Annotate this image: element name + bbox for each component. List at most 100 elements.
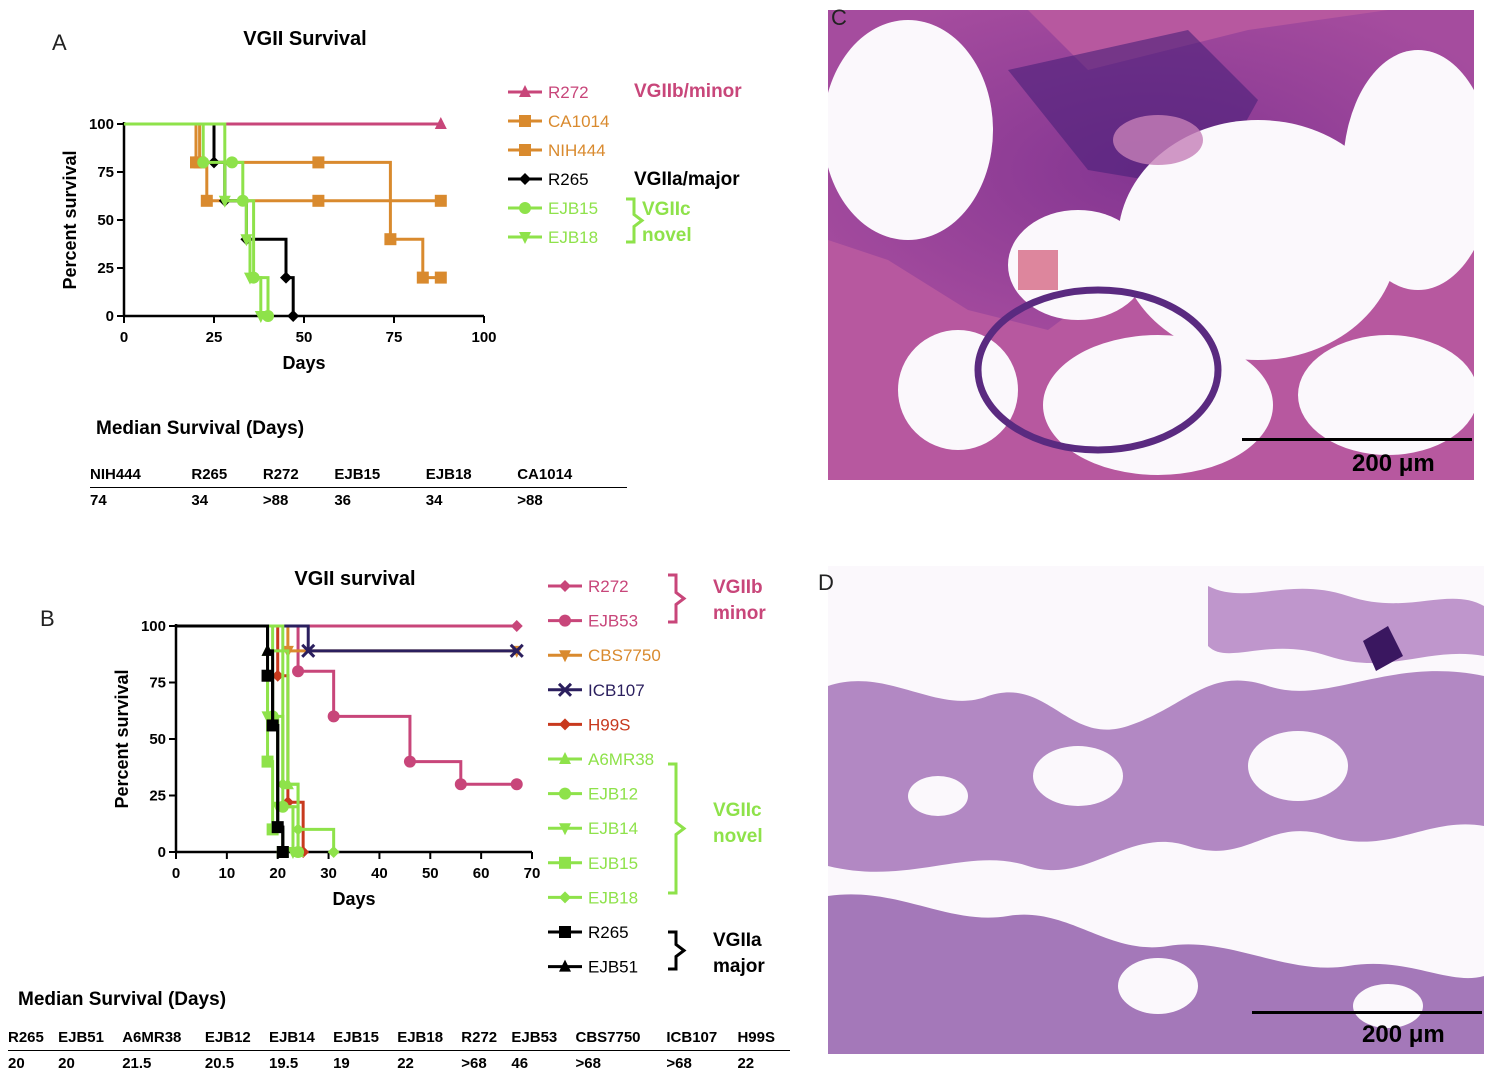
chart-b-legend-marker xyxy=(559,650,571,663)
chart-a-series-ejb18-point xyxy=(218,195,231,208)
chart-b-y-tick-label: 50 xyxy=(149,731,166,748)
chart-b-x-tick-label: 0 xyxy=(172,865,180,882)
chart-a-series-ca1014-point xyxy=(434,194,447,207)
median-table-a: NIH444 R265 R272 EJB15 EJB18 CA1014 74 34 >88 36… xyxy=(90,462,627,513)
table-value-cell: 46 xyxy=(511,1055,529,1072)
chart-b-legend-marker xyxy=(559,823,571,836)
chart-b-legend-marker xyxy=(559,718,571,731)
chart-a-legend-label: CA1014 xyxy=(548,112,609,131)
chart-b-series-ejb51-point xyxy=(276,845,289,857)
chart-b-x-tick-label: 20 xyxy=(269,865,286,882)
table-a-title: Median Survival (Days) xyxy=(96,418,305,439)
table-value-cell: >68 xyxy=(461,1055,487,1072)
table-value-cell: 20 xyxy=(58,1055,75,1072)
chart-a-legend-label: NIH444 xyxy=(548,141,606,160)
table-value-cell: 20 xyxy=(8,1055,25,1072)
chart-b-legend-label: EJB51 xyxy=(588,958,638,977)
chart-a-legend-label: R272 xyxy=(548,83,589,102)
chart-b-legend-label: EJB18 xyxy=(588,888,638,907)
table-header-cell: EJB14 xyxy=(269,1025,334,1051)
chart-b-group-label-line: VGIIb xyxy=(713,577,763,598)
median-table-b: R265 EJB51 A6MR38 EJB12 EJB14 EJB15 EJB18 R272 E… xyxy=(8,1025,790,1076)
table-value-cell: 36 xyxy=(334,492,352,509)
table-header-cell: R265 xyxy=(8,1025,59,1051)
table-header-cell: EJB18 xyxy=(425,462,518,488)
chart-b-series-r265-point xyxy=(261,669,274,682)
chart-a-legend-label: R265 xyxy=(548,170,589,189)
chart-a-x-label: Days xyxy=(282,353,325,373)
chart-b-series-ejb53-line xyxy=(176,624,517,786)
table-header-cell: CA1014 xyxy=(517,462,627,488)
chart-b-x-tick-label: 10 xyxy=(219,865,236,882)
table-value-cell: >88 xyxy=(517,492,543,509)
chart-a-group-label: VGIIc novel xyxy=(642,199,692,246)
chart-b: 0 10 20 30 40 50 60 70 0 25 50 75 100 Days Percent sur… xyxy=(112,573,766,977)
chart-a-series-ca1014-point xyxy=(312,194,325,207)
table-header-cell: EJB12 xyxy=(204,1025,269,1051)
panel-letter-b: B xyxy=(40,606,55,631)
table-header-cell: H99S xyxy=(737,1025,790,1051)
chart-b-legend-label: A6MR38 xyxy=(588,750,654,769)
table-header-cell: A6MR38 xyxy=(122,1025,205,1051)
chart-a-legend-marker xyxy=(519,173,531,185)
scale-bar-d xyxy=(1252,1011,1482,1014)
chart-b-x-tick-label: 30 xyxy=(320,865,337,882)
chart-a-group-label: VGIIb/minor xyxy=(634,81,742,102)
chart-b-x-tick-label: 40 xyxy=(371,865,388,882)
chart-a-group-label-line: VGIIa/major xyxy=(634,169,740,190)
chart-b-y-tick-label: 0 xyxy=(158,844,166,861)
chart-a-group-label-line: VGIIc xyxy=(642,199,691,220)
table-header-cell: R265 xyxy=(191,462,263,488)
chart-b-legend-label: CBS7750 xyxy=(588,646,661,665)
chart-a-group-label-line: VGIIb/minor xyxy=(634,81,742,102)
chart-b-group-label: VGIIb minor xyxy=(713,577,766,624)
chart-b-group-brace xyxy=(668,573,687,624)
table-value-cell: >68 xyxy=(575,1055,601,1072)
chart-a-legend-marker xyxy=(519,115,531,127)
chart-a-group-brace xyxy=(626,197,645,244)
table-header-cell: R272 xyxy=(461,1025,512,1051)
chart-a-series-ejb18-point xyxy=(254,311,267,323)
chart-b-series-icb107-line xyxy=(176,624,517,653)
chart-a-series-nih444-point xyxy=(384,233,397,246)
chart-b-series-ejb51-point xyxy=(261,643,274,656)
table-value-cell: 20.5 xyxy=(204,1055,235,1072)
chart-a-series-ejb18-point xyxy=(244,272,256,285)
chart-b-legend-marker xyxy=(559,959,571,972)
chart-b-series-r272-point xyxy=(510,620,523,632)
table-header-cell: EJB15 xyxy=(333,1025,398,1051)
chart-b-series-ejb18-point xyxy=(292,823,305,836)
chart-b-series-ejb53-point xyxy=(510,778,523,791)
chart-b-series-ejb12-line xyxy=(176,624,300,852)
chart-a-series-r265-point xyxy=(287,310,300,322)
chart-b-legend-marker xyxy=(559,856,571,869)
table-value-cell: 22 xyxy=(737,1055,755,1072)
chart-a-series-ca1014-point xyxy=(200,194,213,207)
table-value-cell: 34 xyxy=(191,492,209,509)
chart-b-legend-marker xyxy=(559,580,571,592)
chart-a-y-tick-label: 25 xyxy=(97,260,114,277)
chart-b-group-label-line: minor xyxy=(713,603,766,624)
chart-b-legend-marker xyxy=(559,614,571,627)
chart-a-title: VGII Survival xyxy=(243,28,367,50)
chart-a-y-tick-label: 100 xyxy=(89,116,114,133)
table-value-cell: 21.5 xyxy=(122,1055,152,1072)
chart-b-series-cbs7750-line xyxy=(176,624,517,653)
scale-bar-c xyxy=(1242,438,1472,441)
chart-b-legend-marker xyxy=(559,787,571,800)
chart-b-legend-label: R265 xyxy=(588,923,629,942)
scale-label-d: 200 μm xyxy=(1362,1021,1445,1048)
chart-b-y-label: Percent survival xyxy=(112,669,132,808)
chart-b-group-label: VGIIc novel xyxy=(713,800,763,847)
chart-a-y-tick-label: 50 xyxy=(97,212,114,229)
table-header-cell: CBS7750 xyxy=(575,1025,667,1051)
chart-a-y-tick-label: 75 xyxy=(97,164,114,181)
table-header-cell: R272 xyxy=(262,462,335,488)
chart-b-series-ejb15-point xyxy=(261,755,274,768)
panel-letter-d: D xyxy=(818,570,834,595)
chart-b-group-brace xyxy=(668,762,687,895)
chart-a-x-tick-label: 50 xyxy=(296,329,313,346)
chart-a-legend-label: EJB15 xyxy=(548,199,598,218)
chart-a-series-nih444-point xyxy=(416,271,429,284)
chart-b-group-label-line: VGIIa xyxy=(713,930,762,951)
